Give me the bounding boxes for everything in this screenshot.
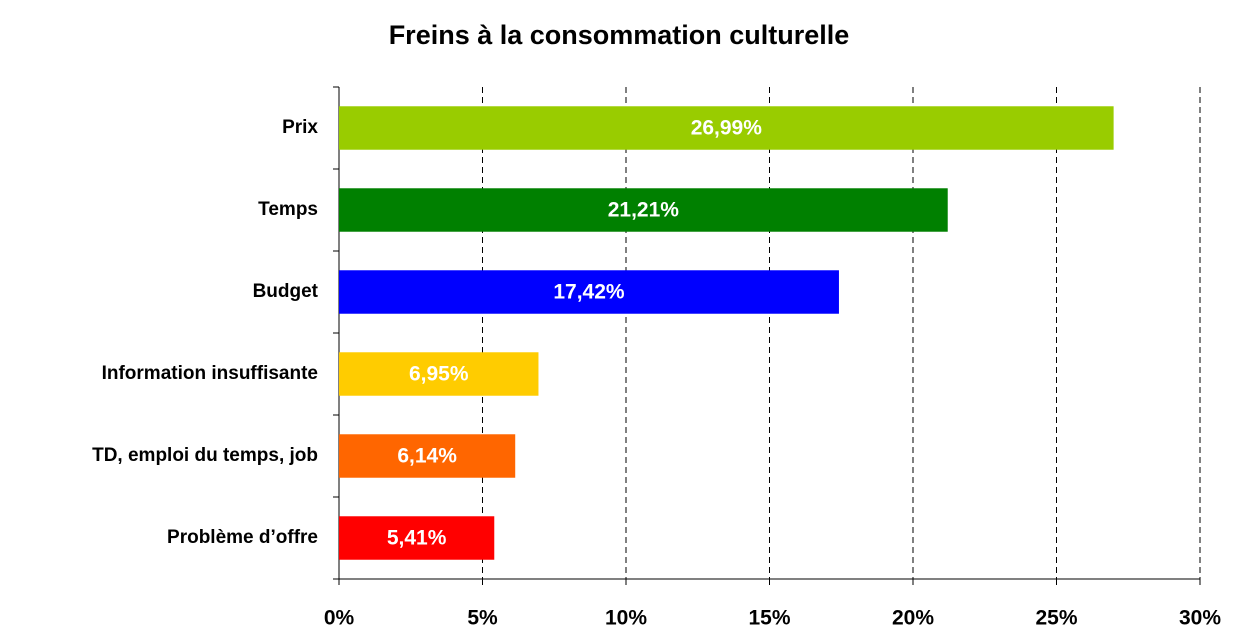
- bar: [339, 188, 948, 232]
- bar: [339, 352, 539, 396]
- y-tick-label: TD, emploi du temps, job: [92, 445, 318, 466]
- y-tick-label: Information insuffisante: [102, 363, 318, 384]
- bar: [339, 434, 516, 478]
- y-tick-label: Budget: [253, 281, 319, 302]
- value-label: 26,99%: [691, 117, 763, 140]
- bar: [339, 516, 495, 560]
- value-label: 6,95%: [409, 363, 469, 386]
- x-tick-label: 30%: [1179, 607, 1221, 630]
- chart-title: Freins à la consommation culturelle: [389, 20, 850, 50]
- value-label: 5,41%: [387, 527, 447, 550]
- x-tick-label: 5%: [467, 607, 498, 630]
- y-tick-label: Prix: [282, 117, 318, 138]
- x-tick-label: 20%: [892, 607, 934, 630]
- x-tick-label: 15%: [748, 607, 790, 630]
- x-tick-label: 10%: [605, 607, 647, 630]
- value-label: 6,14%: [397, 445, 457, 468]
- y-tick-label: Problème d’offre: [167, 527, 318, 548]
- value-label: 21,21%: [608, 199, 680, 222]
- x-tick-label: 25%: [1035, 607, 1077, 630]
- value-label: 17,42%: [553, 281, 625, 304]
- x-tick-label: 0%: [324, 607, 355, 630]
- y-tick-label: Temps: [258, 199, 318, 220]
- bar: [339, 106, 1114, 150]
- bar: [339, 270, 839, 314]
